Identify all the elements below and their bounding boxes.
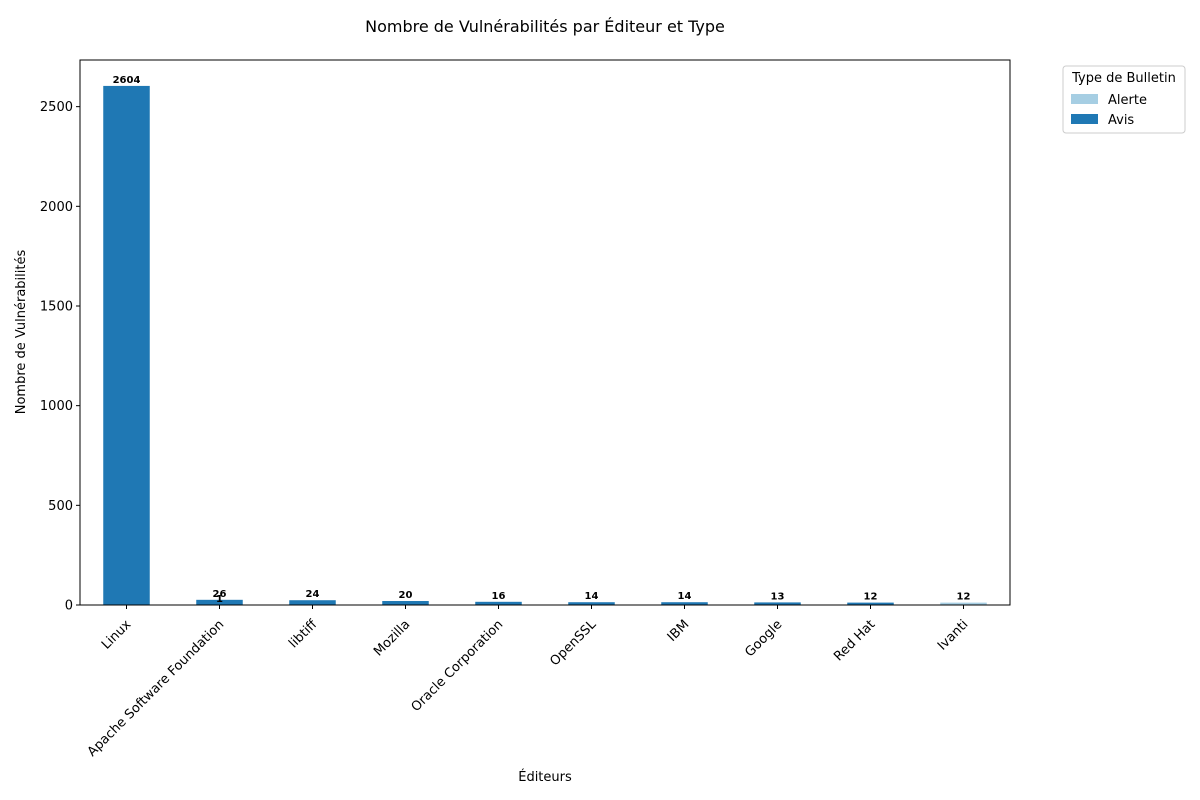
segment-label: 1: [216, 594, 223, 605]
x-tick-label: Linux: [99, 617, 135, 653]
x-tick-label: Mozilla: [371, 617, 413, 659]
bar-avis-7: [754, 602, 801, 605]
bar-avis-6: [661, 602, 708, 605]
legend: Type de Bulletin Alerte Avis: [1062, 65, 1186, 134]
bar-avis-0: [103, 85, 150, 605]
legend-label-avis: Avis: [1108, 113, 1134, 128]
bar-alerte-9: [940, 602, 987, 605]
legend-title: Type de Bulletin: [1071, 71, 1176, 86]
plot-area: 2604 26 24 20 16 14 14 13 12 12 1: [79, 59, 1011, 606]
data-label: 14: [678, 591, 692, 602]
bar-avis-1: [196, 599, 243, 605]
x-tick-label: Red Hat: [831, 617, 878, 664]
x-tick-label: Google: [742, 617, 785, 660]
bar-avis-4: [475, 601, 522, 605]
data-label: 12: [957, 592, 971, 603]
y-tick-label: 500: [48, 499, 73, 514]
bar-avis-5: [568, 602, 615, 605]
y-axis-label: Nombre de Vulnérabilités: [14, 250, 29, 415]
bar-avis-3: [382, 601, 429, 605]
data-label: 13: [771, 591, 785, 602]
data-label: 24: [306, 589, 320, 600]
legend-swatch-alerte: [1071, 94, 1098, 104]
data-label: 16: [492, 591, 506, 602]
x-tick-label: IBM: [665, 617, 693, 645]
x-tick-label: Oracle Corporation: [409, 617, 507, 715]
chart-title: Nombre de Vulnérabilités par Éditeur et …: [365, 17, 725, 36]
x-tick-label: libtiff: [286, 616, 321, 651]
legend-swatch-avis: [1071, 114, 1098, 124]
bar-avis-8: [847, 602, 894, 605]
y-tick-label: 2500: [40, 100, 73, 115]
plot-frame: [79, 59, 1011, 606]
bars: [103, 85, 987, 606]
data-label: 14: [585, 591, 599, 602]
x-tick-label: Ivanti: [935, 617, 971, 653]
data-label: 26: [213, 589, 227, 600]
data-label: 20: [399, 590, 413, 601]
legend-label-alerte: Alerte: [1108, 93, 1147, 108]
y-tick-label: 2000: [40, 200, 73, 215]
y-tick-label: 0: [65, 599, 73, 614]
y-tick-label: 1000: [40, 399, 73, 414]
x-tick-label: OpenSSL: [547, 617, 599, 669]
bar-avis-2: [289, 600, 336, 605]
y-axis: 0 500 1000 1500 2000 2500: [40, 100, 80, 614]
x-axis-label: Éditeurs: [518, 769, 572, 785]
data-label: 12: [864, 592, 878, 603]
legend-items: Alerte Avis: [1071, 93, 1147, 128]
y-tick-label: 1500: [40, 299, 73, 314]
data-labels: 2604 26 24 20 16 14 14 13 12 12 1: [113, 75, 971, 605]
data-label: 2604: [113, 75, 141, 86]
